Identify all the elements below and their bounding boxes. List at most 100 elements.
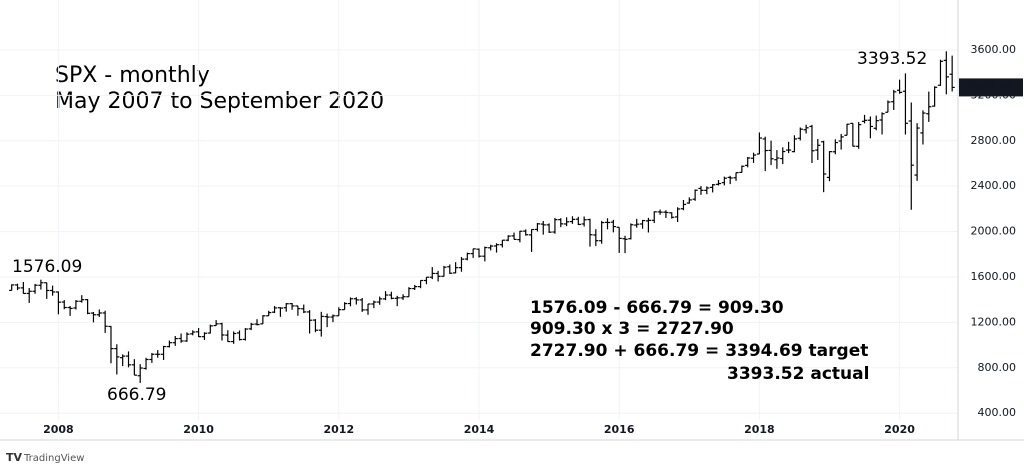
ohlc-bar — [464, 252, 470, 261]
ohlc-bar — [49, 285, 56, 296]
ohlc-bar — [248, 322, 254, 331]
ohlc-bar — [861, 114, 868, 124]
ohlc-bar — [517, 230, 523, 243]
ohlc-bar — [201, 332, 208, 340]
ohlc-bar — [231, 331, 237, 344]
x-tick-label: 2010 — [183, 423, 214, 436]
ohlc-bar — [552, 217, 558, 234]
ohlc-bar — [312, 319, 319, 333]
ohlc-bar — [73, 300, 79, 310]
ohlc-bar — [791, 135, 798, 153]
ohlc-bar — [178, 333, 184, 343]
ohlc-bar — [534, 222, 541, 232]
ohlc-bar — [768, 140, 774, 166]
ohlc-bar — [756, 132, 762, 155]
ohlc-bar — [61, 300, 67, 310]
ohlc-bar — [155, 350, 161, 358]
ohlc-bar — [873, 115, 879, 131]
ohlc-bar — [651, 211, 657, 224]
ohlc-bar — [260, 315, 266, 325]
ohlc-bar — [44, 282, 50, 299]
ohlc-bar — [388, 291, 394, 300]
ohlc-bar — [587, 218, 593, 247]
ohlc-bar — [143, 357, 149, 370]
ohlc-bar — [417, 279, 424, 289]
ohlc-bar — [704, 186, 710, 195]
ohlc-bar — [774, 150, 780, 169]
x-tick-label: 2014 — [464, 423, 495, 436]
ohlc-bar — [318, 311, 324, 337]
annotation: 909.30 x 3 = 2727.90 — [530, 319, 734, 339]
ohlc-bar — [675, 207, 681, 223]
ohlc-bar — [949, 55, 955, 92]
ohlc-bar — [190, 330, 196, 336]
ohlc-bar — [166, 340, 173, 348]
ohlc-bar — [453, 262, 459, 274]
ohlc-bar — [125, 351, 132, 368]
y-tick-label: 2000.00 — [971, 225, 1017, 238]
ohlc-bar — [108, 325, 114, 364]
ohlc-bar — [242, 328, 248, 341]
ohlc-bar — [926, 91, 932, 122]
ohlc-bar — [412, 284, 418, 291]
annotation: 666.79 — [107, 385, 166, 405]
ohlc-bar — [891, 89, 897, 110]
ohlc-bar — [359, 297, 365, 312]
annotation: 2727.90 + 666.79 = 3394.69 target — [530, 341, 868, 361]
ohlc-bar — [826, 151, 833, 182]
ohlc-bar — [908, 102, 914, 210]
ohlc-bar — [523, 229, 529, 236]
ohlc-bar — [435, 270, 441, 282]
ohlc-bar — [114, 344, 120, 375]
ohlc-bar — [809, 124, 815, 164]
ohlc-bar — [96, 309, 102, 317]
y-tick-label: 400.00 — [978, 406, 1017, 419]
ohlc-bar — [692, 189, 698, 201]
y-tick-label: 2400.00 — [971, 179, 1017, 192]
ohlc-bar — [856, 122, 862, 149]
ohlc-bar — [160, 345, 167, 360]
ohlc-bar — [914, 123, 920, 181]
ohlc-bar — [604, 218, 611, 230]
ohlc-bar — [628, 223, 634, 240]
x-tick-label: 2020 — [884, 423, 915, 436]
y-tick-label: 3600.00 — [971, 43, 1017, 56]
ohlc-bar — [382, 291, 389, 301]
ohlc-bar — [149, 353, 155, 363]
ohlc-bar — [207, 324, 213, 334]
y-tick-label: 1200.00 — [971, 315, 1017, 328]
ohlc-bar — [686, 197, 692, 204]
ohlc-bar — [639, 219, 646, 229]
ohlc-bar — [745, 156, 751, 168]
ohlc-bar — [342, 302, 348, 311]
ohlc-bar — [55, 291, 62, 315]
ohlc-bar — [838, 133, 844, 150]
ohlc-bar — [896, 79, 903, 94]
ohlc-bar — [943, 51, 949, 95]
ohlc-bar — [669, 212, 675, 219]
ohlc-bar — [634, 218, 640, 228]
ohlc-bar — [196, 328, 202, 338]
ohlc-bar — [657, 209, 663, 215]
x-tick-label: 2012 — [323, 423, 354, 436]
ohlc-bar — [879, 112, 885, 135]
ohlc-bar — [488, 244, 494, 251]
ohlc-bar — [120, 354, 126, 367]
ohlc-bar — [815, 138, 821, 160]
ohlc-bar — [499, 239, 505, 248]
ohlc-bar — [528, 228, 535, 252]
logo: TV — [6, 451, 23, 464]
ohlc-bar — [131, 359, 137, 376]
ohlc-bar — [353, 297, 359, 305]
ohlc-bar — [721, 176, 727, 186]
ohlc-bar — [680, 200, 687, 211]
ohlc-bar — [511, 232, 517, 240]
ohlc-bar — [324, 313, 330, 328]
annotation: 1576.09 - 666.79 = 909.30 — [530, 298, 784, 318]
ohlc-bar — [406, 287, 412, 298]
ohlc-bar — [289, 302, 295, 310]
ohlc-bar — [727, 175, 733, 185]
ohlc-bar — [932, 86, 938, 107]
ohlc-bar — [575, 216, 581, 226]
